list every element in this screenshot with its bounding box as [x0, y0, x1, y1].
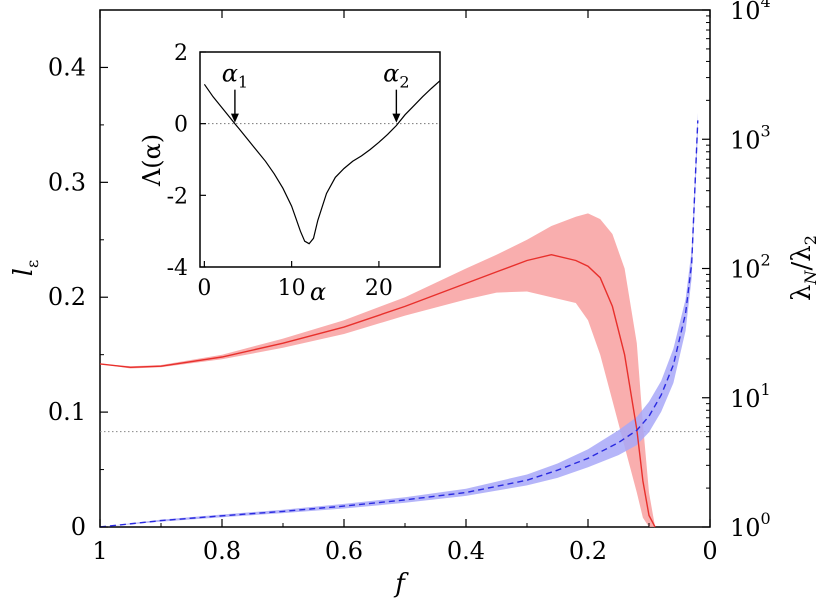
y-right-tick-exp: 0 — [761, 509, 771, 528]
y-right-tick-exp: 3 — [761, 121, 771, 140]
y-right-tick-label: 103 — [730, 121, 771, 154]
inset-annotation-arrowhead — [392, 113, 401, 123]
series-0-band — [100, 213, 656, 527]
x-tick-label: 1 — [92, 537, 107, 565]
x-axis-label: f — [393, 569, 409, 599]
y-left-tick-label: 0.2 — [48, 283, 86, 311]
y-right-tick-label: 104 — [730, 0, 771, 25]
inset-y-tick-label: -2 — [167, 184, 188, 209]
inset-background — [200, 52, 440, 267]
y-left-tick-label: 0 — [71, 513, 86, 541]
y-right-tick-base: 10 — [730, 0, 761, 25]
y-right-tick-base: 10 — [730, 256, 761, 284]
inset-annotation-label: α2 — [383, 60, 409, 92]
y-right-axis-label: λN/λ2 — [787, 235, 820, 301]
x-tick-label: 0.8 — [203, 537, 241, 565]
y-right-tick-exp: 2 — [761, 251, 771, 270]
inset-series-line — [203, 80, 441, 245]
inset-annotation-label: α1 — [222, 60, 248, 92]
main-ticks-group: 1 0.8 0.6 0.4 0.2 000.10.20.30.41001011021031… — [48, 0, 771, 565]
y-right-axis-label-sub-n: N — [801, 269, 820, 285]
y-right-tick-label: 102 — [730, 251, 771, 284]
inset-annotation-sub: 2 — [399, 73, 409, 92]
inset-annotation-arrowhead — [230, 113, 239, 123]
x-tick-label: 0.2 — [569, 537, 607, 565]
inset-y-tick-label: -4 — [167, 256, 188, 281]
inset-y-tick-label: 0 — [174, 113, 188, 138]
y-left-axis-label-sub: ε — [23, 260, 42, 268]
y-left-axis-label: lε — [9, 260, 42, 277]
y-right-tick-base: 10 — [730, 514, 761, 542]
x-tick-label: 0.4 — [447, 537, 485, 565]
inset-lines-group — [203, 80, 441, 245]
inset-y-tick-label: 2 — [174, 41, 188, 66]
y-right-tick-base: 10 — [730, 126, 761, 154]
y-left-tick-label: 0.3 — [48, 168, 86, 196]
y-right-tick-label: 100 — [730, 509, 771, 542]
inset-annotation-alpha: α — [383, 60, 399, 88]
y-left-tick-label: 0.4 — [48, 53, 86, 81]
y-right-tick-label: 101 — [730, 380, 771, 413]
series-0-line — [99, 253, 656, 528]
y-left-tick-label: 0.1 — [48, 398, 86, 426]
inset-x-tick-label: 20 — [365, 276, 393, 301]
inset-annotation-alpha: α — [222, 60, 238, 88]
y-left-axis-label-main: l — [9, 268, 39, 276]
y-right-tick-base: 10 — [730, 385, 761, 413]
inset-y-axis-label: Λ(α) — [138, 134, 166, 187]
y-right-axis-label-lambda: λ — [787, 284, 817, 300]
main-lines-group — [99, 120, 699, 528]
inset-x-tick-label: 0 — [197, 276, 211, 301]
main-bands-group — [100, 112, 698, 528]
inset-annotations-group: α1 α2 — [222, 60, 410, 123]
inset-x-axis-label: α — [310, 278, 326, 306]
inset-x-tick-label: 10 — [278, 276, 306, 301]
x-tick-label: 0 — [702, 537, 717, 565]
y-right-tick-exp: 4 — [761, 0, 771, 11]
y-right-tick-exp: 1 — [761, 380, 771, 399]
inset-plot-frame — [199, 51, 441, 268]
inset-annotation-sub: 1 — [238, 73, 248, 92]
x-tick-label: 0.6 — [325, 537, 363, 565]
series-1-line — [99, 120, 699, 528]
y-right-axis-label-sub-2: 2 — [801, 235, 820, 245]
y-right-axis-label-slash: /λ — [787, 245, 817, 270]
